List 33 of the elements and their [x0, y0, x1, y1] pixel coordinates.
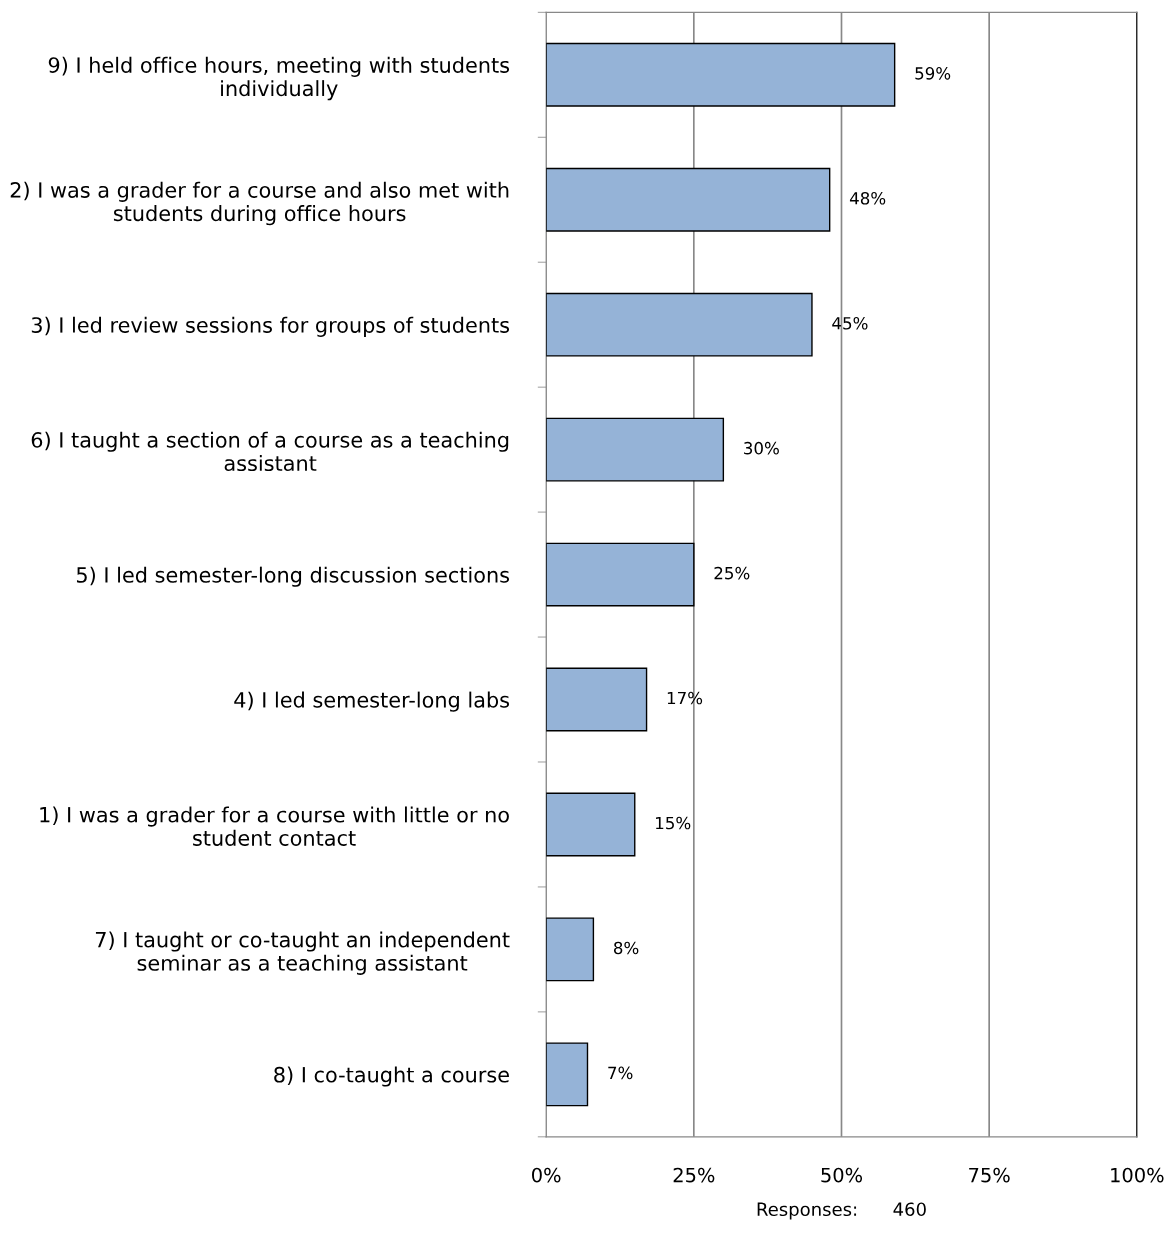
y-tick-label: 6) I taught a section of a course as a teaching assistant	[31, 431, 509, 472]
x-tick-label: 100%	[1111, 1167, 1164, 1183]
text: Responses: 460	[757, 1202, 926, 1220]
data-label: 59%	[915, 67, 951, 80]
bar	[546, 667, 648, 732]
y-tick-label: 3) I led review sessions for groups of students	[31, 316, 510, 337]
data-label: 15%	[656, 816, 691, 830]
y-tick-label: 7) I taught or co-taught an independent seminar as a teaching assistant	[95, 931, 510, 975]
y-tick-label: 2) I was a grader for a course and also met with students during office hours	[10, 181, 509, 226]
y-tick-label: 9) I held office hours, meeting with students individually	[48, 56, 510, 101]
data-label: 48%	[849, 191, 886, 205]
x-tick-label: 0%	[532, 1167, 561, 1183]
x-tick-label: 75%	[969, 1167, 1010, 1183]
y-tick-label: 8) I co-taught a course	[274, 1066, 509, 1087]
x-tick-label: 50%	[821, 1167, 863, 1183]
bar	[546, 42, 896, 107]
data-label: 7%	[608, 1066, 633, 1080]
data-label: 8%	[613, 941, 639, 955]
bar	[546, 792, 636, 857]
bar	[546, 1042, 589, 1107]
bar	[546, 167, 831, 232]
y-tick-label: 4) I led semester-long labs	[234, 691, 510, 712]
data-label: 45%	[832, 316, 868, 330]
bar	[546, 917, 595, 982]
x-tick-label: 25%	[673, 1167, 715, 1183]
bar	[546, 542, 695, 607]
data-label: 25%	[714, 566, 750, 580]
y-tick-label: 1) I was a grader for a course with little or no student contact	[40, 806, 509, 846]
y-tick-label: 5) I led semester-long discussion sections	[76, 566, 510, 587]
data-label: 30%	[744, 441, 779, 455]
data-label: 17%	[667, 691, 703, 705]
bar	[546, 417, 725, 482]
bar	[546, 292, 813, 357]
